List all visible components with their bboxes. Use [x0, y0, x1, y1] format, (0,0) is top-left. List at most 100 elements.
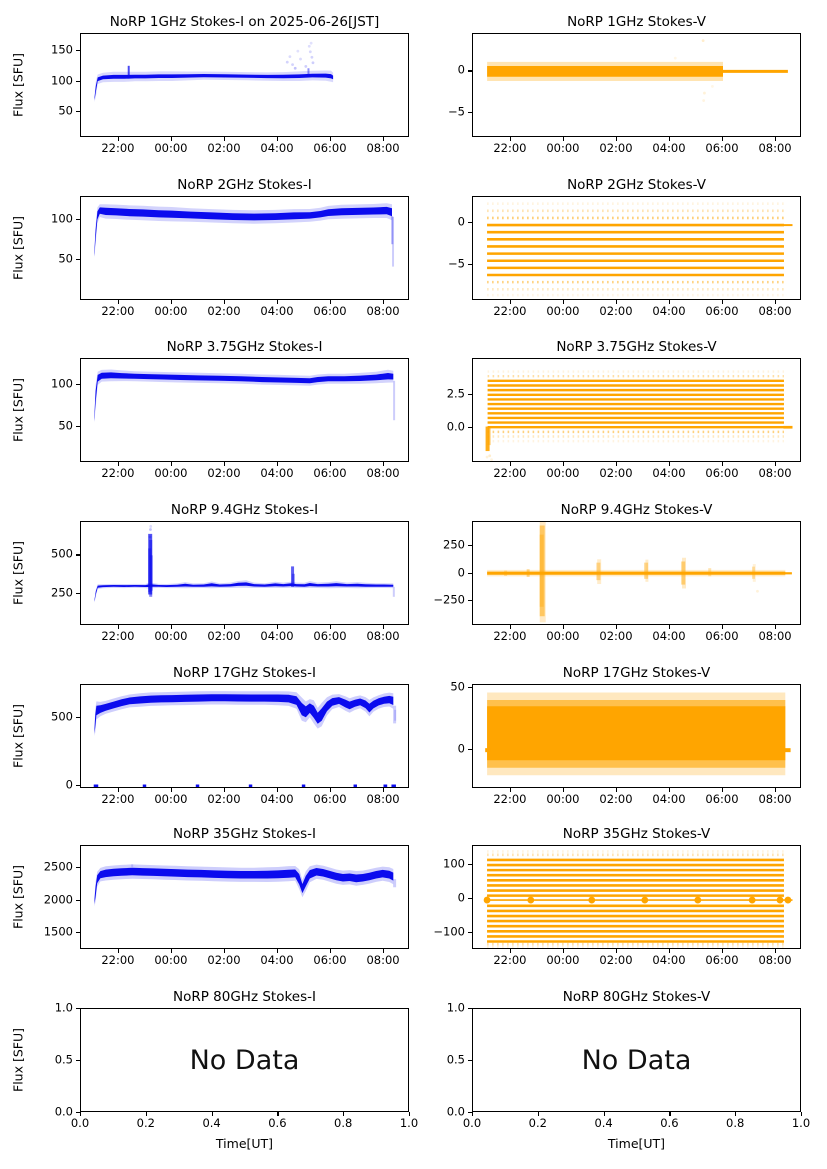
subplot-35ghz-stokes-v: NoRP 35GHz Stokes-V 22:00 00:00 02:00 04:00… — [433, 827, 801, 966]
y-axis-label: Flux [SFU] — [10, 1028, 26, 1092]
plot-area[interactable] — [80, 845, 409, 949]
x-tick-label: 00:00 — [546, 466, 580, 480]
x-tick-mark — [383, 949, 385, 953]
plot-area[interactable] — [80, 684, 409, 788]
chart-title: NoRP 17GHz Stokes-I — [173, 664, 316, 681]
x-tick-label: 00:00 — [546, 629, 580, 643]
x-tick-mark — [276, 300, 279, 304]
x-tick-mark — [509, 625, 512, 629]
no-data-text: No Data — [189, 1044, 300, 1076]
x-tick-label: 00:00 — [154, 141, 188, 155]
x-tick-mark — [668, 788, 671, 792]
x-tick-mark — [668, 949, 671, 953]
y-tick-label: 0 — [65, 777, 73, 792]
x-tick-label: 04:00 — [260, 629, 294, 643]
x-tick-mark — [80, 1112, 82, 1116]
x-tick-label: 04:00 — [652, 953, 686, 967]
x-tick-mark — [329, 462, 332, 466]
x-tick-mark — [562, 788, 565, 792]
plot-area[interactable] — [472, 845, 801, 949]
x-tick-mark — [615, 949, 618, 953]
chart-canvas — [483, 850, 793, 948]
y-tick-mark — [468, 572, 472, 574]
y-tick-label: 2500 — [43, 859, 73, 874]
subplot-2ghz-stokes-i: NoRP 2GHz Stokes-I Flux [SFU] 22:00 00:00… — [11, 178, 409, 317]
x-tick-mark — [170, 137, 173, 141]
plot-area[interactable] — [80, 33, 409, 137]
plot-area[interactable] — [472, 33, 801, 137]
y-tick-label: 100 — [51, 376, 73, 391]
x-tick-mark — [668, 625, 671, 629]
x-tick-label: 02:00 — [207, 629, 241, 643]
x-tick-label: 06:00 — [313, 792, 347, 806]
x-tick-label: 02:00 — [599, 141, 633, 155]
x-tick-label: 08:00 — [758, 304, 792, 318]
plot-area[interactable] — [80, 521, 409, 625]
x-tick-mark — [329, 788, 332, 792]
x-tick-label: 22:00 — [493, 141, 527, 155]
x-tick-label: 02:00 — [207, 466, 241, 480]
x-tick-label: 04:00 — [652, 141, 686, 155]
y-tick-mark — [76, 867, 80, 869]
y-tick-mark — [468, 1008, 472, 1010]
x-tick-mark — [170, 625, 173, 629]
y-tick-mark — [76, 554, 80, 556]
y-tick-label: 100 — [51, 211, 73, 226]
x-tick-mark — [775, 788, 777, 792]
plot-area[interactable] — [472, 521, 801, 625]
x-tick-mark — [509, 788, 512, 792]
plot-area[interactable] — [80, 358, 409, 462]
x-tick-mark — [562, 949, 565, 953]
x-tick-mark — [329, 625, 332, 629]
y-tick-label: −5 — [448, 104, 465, 119]
plot-area[interactable]: No Data — [472, 1008, 801, 1112]
x-tick-mark — [615, 788, 618, 792]
x-tick-label: 22:00 — [493, 629, 527, 643]
y-tick-mark — [76, 219, 80, 221]
x-tick-mark — [509, 137, 512, 141]
x-tick-label: 08:00 — [366, 629, 400, 643]
x-tick-label: 22:00 — [493, 792, 527, 806]
x-tick-mark — [562, 300, 565, 304]
x-tick-label: 06:00 — [705, 466, 739, 480]
x-tick-mark — [735, 1112, 737, 1116]
y-tick-label: 0.5 — [446, 1052, 465, 1067]
plot-area[interactable] — [80, 196, 409, 300]
y-tick-mark — [76, 899, 80, 901]
x-tick-label: 04:00 — [260, 141, 294, 155]
x-tick-mark — [276, 788, 279, 792]
x-tick-mark — [145, 1112, 147, 1116]
plot-area[interactable] — [472, 196, 801, 300]
no-data-text: No Data — [581, 1044, 692, 1076]
plot-area[interactable]: No Data — [80, 1008, 409, 1112]
x-tick-label: 00:00 — [546, 141, 580, 155]
x-tick-label: 08:00 — [366, 466, 400, 480]
y-tick-mark — [76, 1060, 80, 1062]
y-tick-mark — [76, 1112, 80, 1114]
y-tick-label: 50 — [450, 678, 465, 693]
x-axis-label: Time[UT] — [215, 1136, 274, 1151]
y-tick-label: 250 — [51, 584, 73, 599]
chart-canvas — [485, 692, 791, 776]
x-tick-mark — [615, 137, 618, 141]
y-tick-mark — [76, 931, 80, 934]
x-tick-label: 04:00 — [652, 466, 686, 480]
x-tick-mark — [211, 1112, 213, 1116]
x-tick-mark — [775, 137, 777, 141]
x-tick-mark — [509, 949, 512, 953]
y-tick-label: −100 — [433, 924, 465, 939]
x-tick-mark — [721, 137, 724, 141]
y-tick-mark — [76, 785, 80, 787]
x-tick-label: 22:00 — [101, 953, 135, 967]
x-tick-label: 04:00 — [652, 792, 686, 806]
x-tick-mark — [277, 1112, 279, 1116]
plot-area[interactable] — [472, 358, 801, 462]
x-tick-mark — [669, 1112, 671, 1116]
y-tick-mark — [468, 932, 472, 934]
x-tick-mark — [117, 625, 120, 629]
plot-area[interactable] — [472, 684, 801, 788]
x-tick-label: 08:00 — [758, 629, 792, 643]
y-tick-label: 0.5 — [54, 1052, 73, 1067]
x-tick-label: 1.0 — [399, 1116, 419, 1130]
